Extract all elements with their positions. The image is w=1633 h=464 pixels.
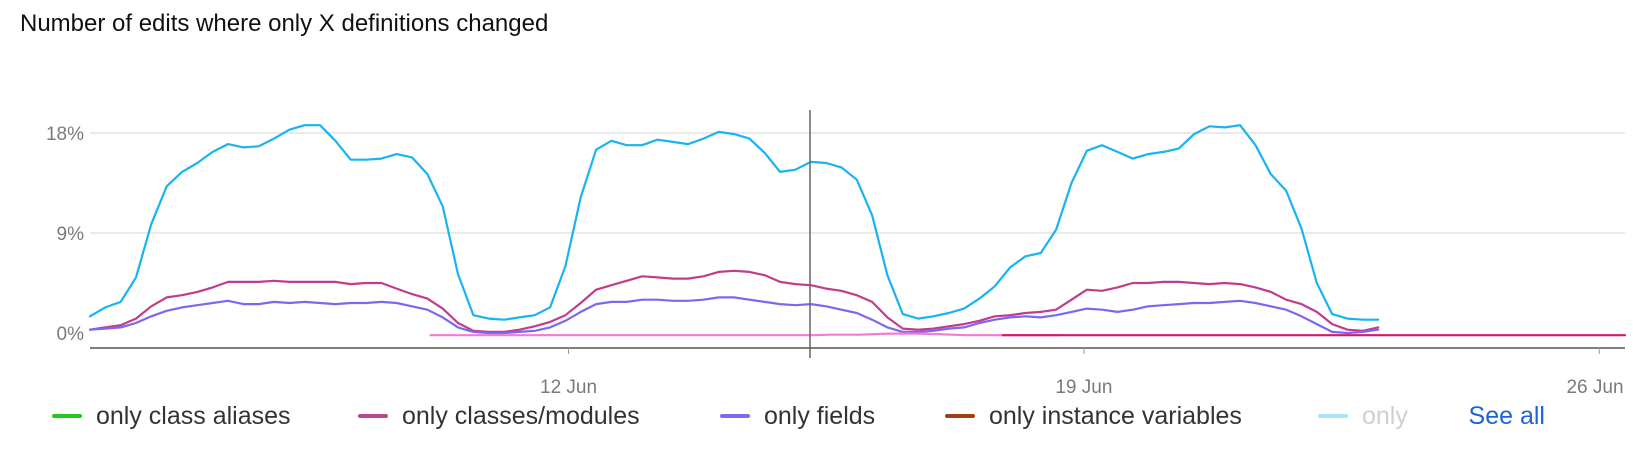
legend-item[interactable]: only fields — [720, 395, 875, 437]
x-tick-label: 26 Jun — [1566, 377, 1623, 395]
legend-label: only instance variables — [989, 401, 1242, 430]
legend-item[interactable]: only classes/modules — [358, 395, 640, 437]
y-tick-label: 9% — [57, 224, 85, 245]
legend-label: only — [1362, 401, 1408, 430]
x-axis-ticks: 12 Jun 19 Jun 26 Jun — [540, 348, 1624, 395]
line-chart[interactable]: 0% 9% 18% 12 Jun 19 Jun 26 Jun — [0, 0, 1633, 395]
series-line-0[interactable] — [88, 124, 1380, 321]
legend-swatch — [52, 414, 82, 418]
x-tick-label: 12 Jun — [540, 377, 597, 395]
legend-swatch — [1318, 414, 1348, 418]
y-tick-label: 18% — [46, 124, 84, 145]
legend-label: only fields — [764, 401, 876, 430]
see-all-link[interactable]: See all — [1462, 395, 1545, 437]
legend-label: only class aliases — [96, 401, 291, 430]
series-line-2[interactable] — [88, 296, 1380, 335]
legend-item[interactable]: only — [1318, 395, 1408, 437]
legend-item[interactable]: only class aliases — [52, 395, 291, 437]
legend-swatch — [945, 414, 975, 418]
gridlines — [90, 132, 1625, 349]
series-line-1[interactable] — [88, 269, 1380, 333]
chart-title: Number of edits where only X definitions… — [20, 10, 549, 37]
y-tick-label: 0% — [57, 324, 85, 345]
legend-label: only classes/modules — [402, 401, 640, 430]
x-tick-label: 19 Jun — [1055, 377, 1112, 395]
series-line-3[interactable] — [429, 332, 1061, 337]
legend: only class aliases only classes/modules on… — [0, 395, 1633, 440]
legend-swatch — [720, 414, 750, 418]
series-lines — [88, 124, 1627, 337]
y-axis-ticks: 0% 9% 18% — [46, 124, 84, 345]
legend-swatch — [358, 414, 388, 418]
legend-item[interactable]: only instance variables — [945, 395, 1242, 437]
